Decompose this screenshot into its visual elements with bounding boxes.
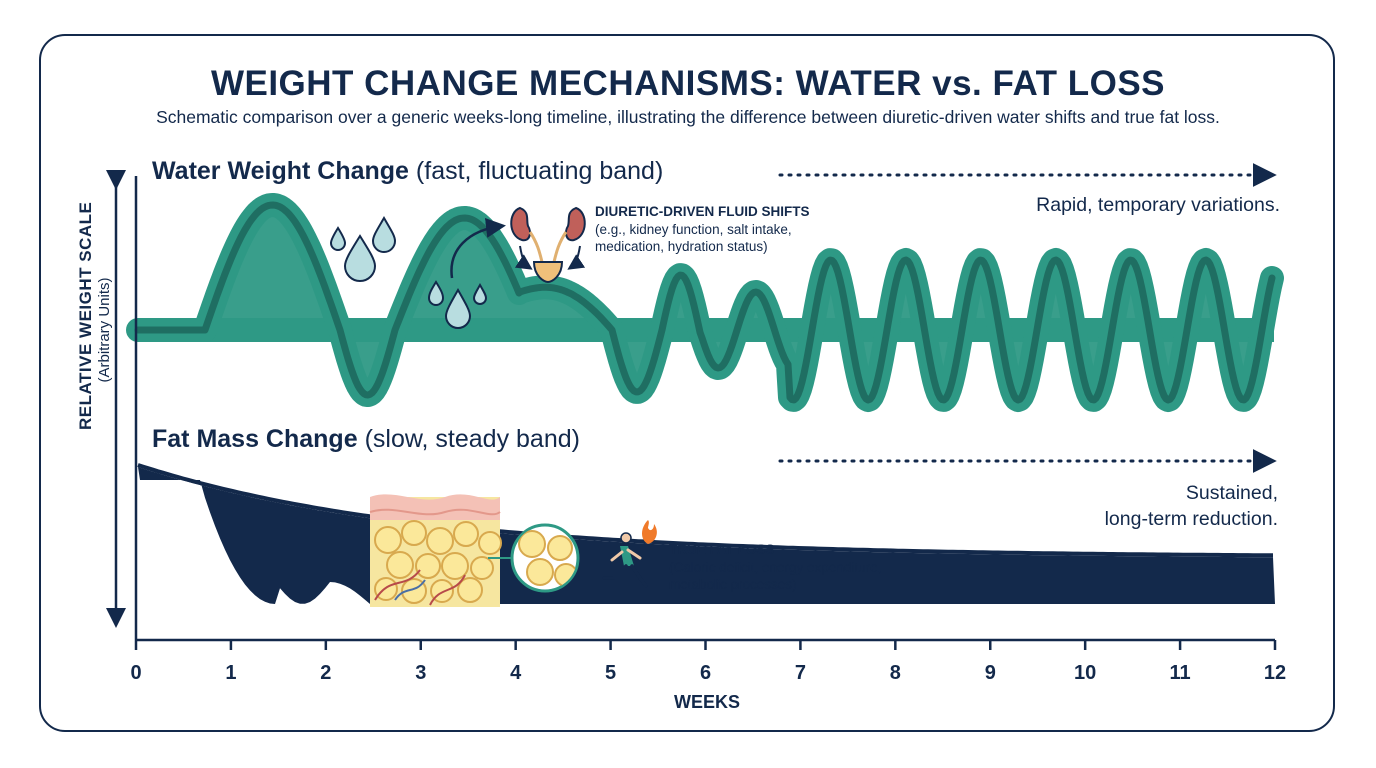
fat-heading-paren: (slow, steady band): [364, 425, 580, 453]
page-subtitle: Schematic comparison over a generic week…: [156, 107, 1220, 127]
fat-heading-bold: Fat Mass Change: [152, 425, 358, 453]
fat-top-line: [137, 463, 1273, 558]
y-axis-label: RELATIVE WEIGHT SCALE (Arbitrary Units): [76, 201, 136, 430]
card-frame: [39, 34, 1335, 732]
fat-note-line2: long-term reduction.: [1104, 508, 1278, 530]
water-band: [126, 193, 1284, 412]
y-axis-unit: (Arbitrary Units): [96, 277, 113, 383]
flow-arrow-icon: [450, 217, 506, 279]
fat-callout-body: (Caloric deficit, energy expenditure, me…: [669, 560, 882, 592]
fat-note: Sustained, long-term reduction.: [900, 480, 1278, 532]
x-tick-label: 7: [794, 662, 806, 684]
x-tick-label: 4: [510, 662, 522, 684]
x-tick-label: 5: [605, 662, 617, 684]
x-tick-label: 3: [415, 662, 427, 684]
x-tick-label: 2: [320, 662, 332, 684]
x-axis-ticks: [134, 640, 1277, 650]
water-drop-icon: [329, 216, 488, 329]
water-heading-bold: Water Weight Change: [152, 157, 409, 185]
water-heading-paren: (fast, fluctuating band): [415, 157, 664, 185]
x-tick-label: 1: [225, 662, 237, 684]
x-tick-label: 6: [699, 662, 712, 684]
flame-icon: [642, 520, 657, 544]
water-note: Rapid, temporary variations.: [1036, 194, 1280, 216]
diuretic-callout-title: DIURETIC-DRIVEN FLUID SHIFTS: [595, 204, 810, 219]
kidney-bladder-icon: [510, 206, 586, 284]
x-tick-label: 11: [1169, 662, 1191, 684]
x-tick-label: 12: [1263, 662, 1287, 684]
y-axis-title: RELATIVE WEIGHT SCALE: [76, 201, 95, 430]
x-tick-label: 10: [1074, 662, 1097, 684]
x-tick-label: 9: [984, 662, 996, 684]
water-band-heading: Water Weight Change (fast, fluctuating b…: [152, 157, 663, 186]
x-tick-label: 8: [889, 662, 901, 684]
water-wave-line: [134, 201, 1276, 404]
x-tick-label: 0: [130, 662, 142, 684]
page-title: WEIGHT CHANGE MECHANISMS: WATER vs. FAT …: [210, 64, 1166, 103]
fat-tissue-icon: [369, 494, 580, 607]
diuretic-callout-body: (e.g., kidney function, salt intake, med…: [595, 222, 792, 254]
runner-icon: [602, 532, 648, 588]
fat-note-line1: Sustained,: [1185, 482, 1278, 504]
fat-band-heading: Fat Mass Change (slow, steady band): [152, 425, 580, 454]
x-axis-title: WEEKS: [673, 692, 740, 712]
fat-callout-title: TRUE FAT LOSS: [669, 542, 775, 557]
